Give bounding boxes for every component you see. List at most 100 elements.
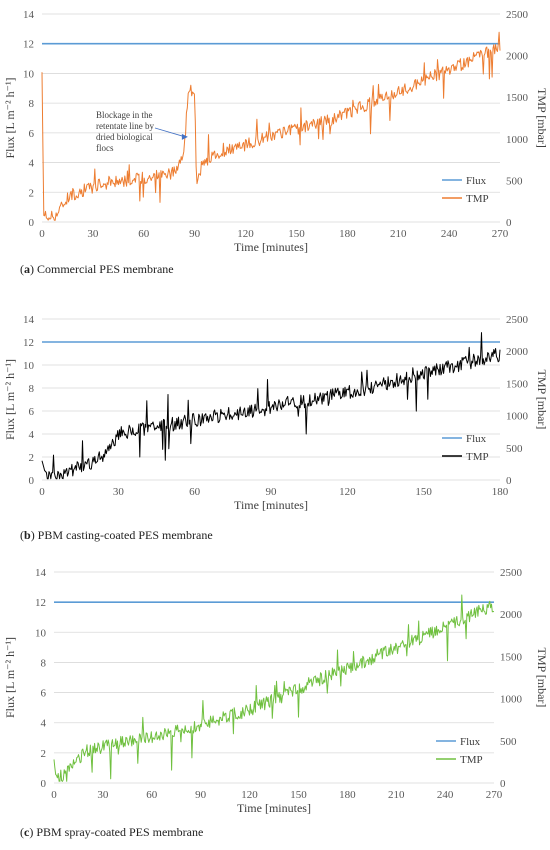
series-tmp-line [41,332,501,480]
x-tick-label: 180 [492,486,509,498]
y-tick-label: 6 [29,128,35,140]
annotation-text: Blockage in the [96,110,152,120]
x-tick-label: 150 [288,228,305,240]
y-tick-label: 10 [23,360,35,372]
y-tick-label: 8 [29,383,35,395]
x-tick-label: 240 [441,228,458,240]
y-tick-label: 10 [23,68,35,80]
y-tick-label: 8 [41,657,47,669]
legend-label: TMP [466,451,489,463]
x-tick-label: 210 [390,228,407,240]
x-tick-label: 120 [339,486,356,498]
x-tick-label: 0 [39,486,45,498]
legend-label: Flux [466,433,487,445]
legend-label: Flux [460,736,481,748]
y-tick-label: 12 [35,597,46,609]
annotation-text: dried biological [96,132,153,142]
x-tick-label: 30 [87,228,99,240]
x-tick-label: 240 [437,789,454,801]
caption-letter: a [24,262,30,276]
x-tick-label: 270 [492,228,509,240]
y-tick-label: 6 [41,688,47,700]
x-tick-label: 150 [290,789,307,801]
y2-tick-label: 500 [506,175,523,187]
y2-tick-label: 2000 [500,609,523,621]
x-tick-label: 90 [189,228,201,240]
caption-text: ) PBM spray-coated PES membrane [29,825,204,839]
x-tick-label: 60 [138,228,150,240]
chart-c: 0 2 4 6 8 10 12 14 0 500 1000 1500 2000 2500 0 30 60 90 12… [3,567,549,815]
y-tick-label: 0 [29,217,35,229]
figure-caption: (b) PBM casting-coated PES membrane [20,528,213,542]
y2-tick-label: 0 [506,475,512,487]
legend-label: TMP [466,193,489,205]
y-tick-label: 6 [29,406,35,418]
chart-a: 0 2 4 6 8 10 12 14 0 500 1000 1500 2000 2500 0 30 60 90 12… [3,9,549,254]
y-tick-label: 14 [23,314,35,326]
caption-text: ) Commercial PES membrane [30,262,174,276]
y-axis-title: Flux [L m⁻² h⁻¹] [3,359,17,440]
y2-tick-label: 1500 [500,651,523,663]
figure-caption: (c) PBM spray-coated PES membrane [20,825,204,839]
x-tick-label: 180 [339,228,356,240]
x-axis-title: Time [minutes] [234,498,308,512]
annotation-text: flocs [96,143,114,153]
y-tick-label: 12 [23,39,34,51]
figure-caption: (a) Commercial PES membrane [20,262,174,276]
y-tick-label: 4 [29,429,35,441]
x-tick-label: 90 [195,789,207,801]
y-tick-label: 8 [29,98,35,110]
annotation-text: retentate line by [96,121,154,131]
y-tick-label: 14 [23,9,35,21]
caption-letter: b [24,528,31,542]
y-tick-label: 10 [35,627,47,639]
y2-axis-title: TMP [mbar] [535,370,549,430]
x-tick-label: 30 [113,486,125,498]
y-axis-title: Flux [L m⁻² h⁻¹] [3,77,17,158]
y2-tick-label: 500 [500,736,517,748]
y2-tick-label: 2000 [506,346,529,358]
y2-tick-label: 1500 [506,378,529,390]
series-tmp-line [53,594,495,782]
y2-axis-title: TMP [mbar] [535,88,549,148]
annotation-arrow [154,127,185,138]
y-tick-label: 0 [41,778,47,790]
y2-tick-label: 1500 [506,92,529,104]
x-tick-label: 0 [39,228,45,240]
annotation-arrow-head [181,133,188,140]
y2-tick-label: 500 [506,443,523,455]
chart-b: 0 2 4 6 8 10 12 14 0 500 1000 1500 2000 2500 0 30 60 90 12… [3,314,549,512]
y2-tick-label: 1000 [500,694,523,706]
y-tick-label: 4 [29,158,35,170]
y-tick-label: 2 [41,748,47,760]
x-tick-label: 120 [241,789,258,801]
y-axis-title: Flux [L m⁻² h⁻¹] [3,637,17,718]
x-tick-label: 60 [189,486,201,498]
caption-text: ) PBM casting-coated PES membrane [30,528,213,542]
caption-letter: c [24,825,30,839]
x-tick-label: 150 [415,486,432,498]
y-tick-label: 14 [35,567,47,579]
y-tick-label: 0 [29,475,35,487]
y-tick-label: 2 [29,452,35,464]
y2-tick-label: 0 [500,778,506,790]
y2-tick-label: 0 [506,217,512,229]
y2-tick-label: 2000 [506,51,529,63]
y2-axis-title: TMP [mbar] [535,648,549,708]
y2-tick-label: 2500 [500,567,523,579]
x-tick-label: 210 [388,789,405,801]
series-tmp-line [41,31,501,221]
y-tick-label: 4 [41,718,47,730]
y2-tick-label: 2500 [506,9,529,21]
x-tick-label: 60 [146,789,158,801]
x-tick-label: 120 [237,228,254,240]
y2-tick-label: 2500 [506,314,529,326]
x-axis-title: Time [minutes] [234,240,308,254]
y-tick-label: 2 [29,187,35,199]
x-axis-title: Time [minutes] [237,801,311,815]
y-tick-label: 12 [23,337,34,349]
x-tick-label: 270 [486,789,503,801]
y2-tick-label: 1000 [506,134,529,146]
x-tick-label: 0 [51,789,57,801]
